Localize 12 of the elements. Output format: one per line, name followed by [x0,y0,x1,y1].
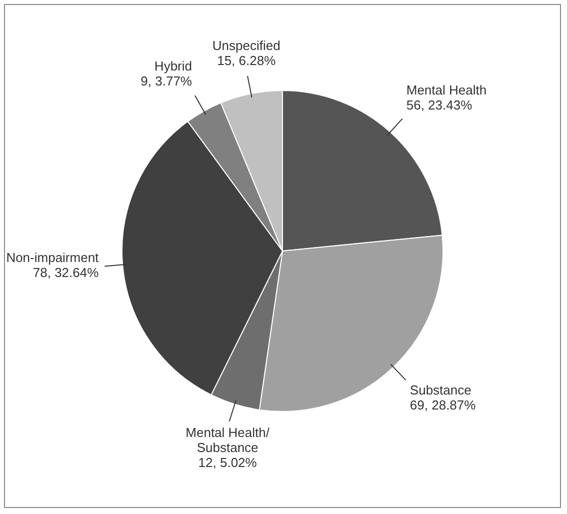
data-label: 9, 3.77% [140,73,192,88]
slice-label: Hybrid [154,58,192,74]
data-label: 15, 6.28% [217,53,276,68]
data-label: 56, 23.43% [406,97,473,112]
slice-label: Unspecified [212,38,280,54]
slice-label: Mental Health/ Substance [186,425,270,456]
slice-label: Non-impairment [6,250,100,265]
slice-label: Substance [410,382,472,398]
data-label: 12, 5.02% [198,455,258,470]
data-label: 78, 32.64% [32,264,100,280]
slice-label: Mental Health [406,82,487,98]
data-label: 69, 28.87% [410,398,476,413]
